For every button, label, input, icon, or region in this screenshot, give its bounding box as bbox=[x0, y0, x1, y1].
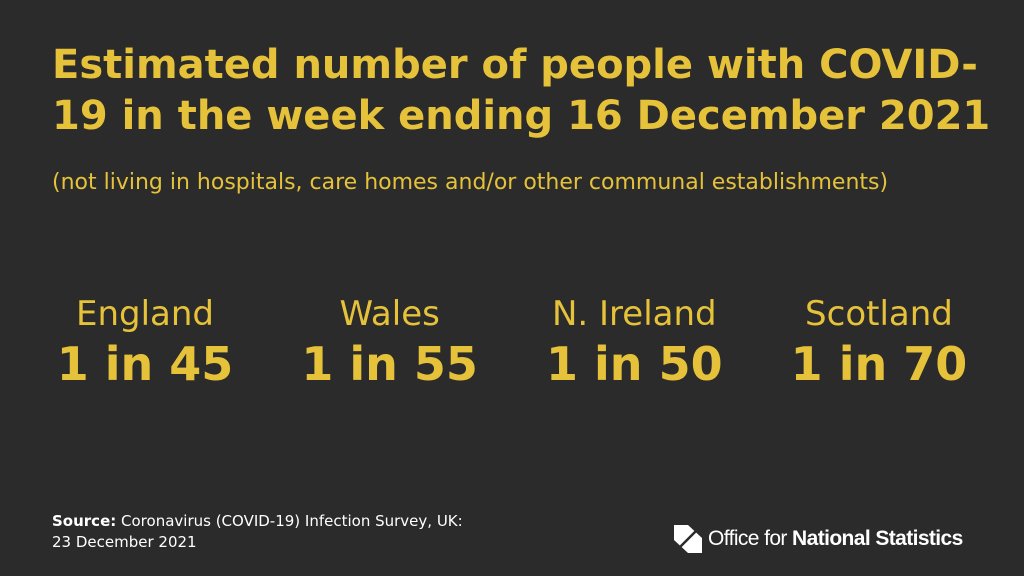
stat-value: 1 in 55 bbox=[301, 337, 478, 391]
stat-country: N. Ireland bbox=[551, 294, 717, 334]
stat-value: 1 in 45 bbox=[56, 337, 234, 391]
logo-text-regular: Office for bbox=[708, 527, 793, 550]
stat-wales: Wales 1 in 55 bbox=[275, 292, 505, 402]
source-label: Source: bbox=[52, 512, 117, 530]
ons-logo-icon bbox=[674, 525, 702, 553]
stat-england: England 1 in 45 bbox=[30, 292, 260, 402]
stat-country: England bbox=[75, 294, 215, 334]
logo-text: Office for National Statistics bbox=[708, 527, 963, 551]
stat-country: Wales bbox=[339, 294, 440, 334]
source-text: Coronavirus (COVID-19) Infection Survey,… bbox=[121, 512, 463, 530]
ons-logo: Office for National Statistics bbox=[674, 524, 963, 554]
source-note: Source: Coronavirus (COVID-19) Infection… bbox=[52, 511, 552, 553]
stats-row: England 1 in 45 Wales 1 in 55 N. Ireland… bbox=[30, 292, 994, 402]
logo-text-bold: National Statistics bbox=[792, 527, 963, 550]
stat-value: 1 in 50 bbox=[546, 337, 723, 391]
stat-scotland: Scotland 1 in 70 bbox=[764, 292, 994, 402]
stat-n-ireland: N. Ireland 1 in 50 bbox=[519, 292, 749, 402]
stat-value: 1 in 70 bbox=[790, 337, 968, 391]
page-title: Estimated number of people with COVID-19… bbox=[52, 42, 991, 139]
page-subtitle: (not living in hospitals, care homes and… bbox=[52, 170, 889, 195]
stat-country: Scotland bbox=[805, 294, 953, 334]
source-date: 23 December 2021 bbox=[52, 533, 197, 551]
